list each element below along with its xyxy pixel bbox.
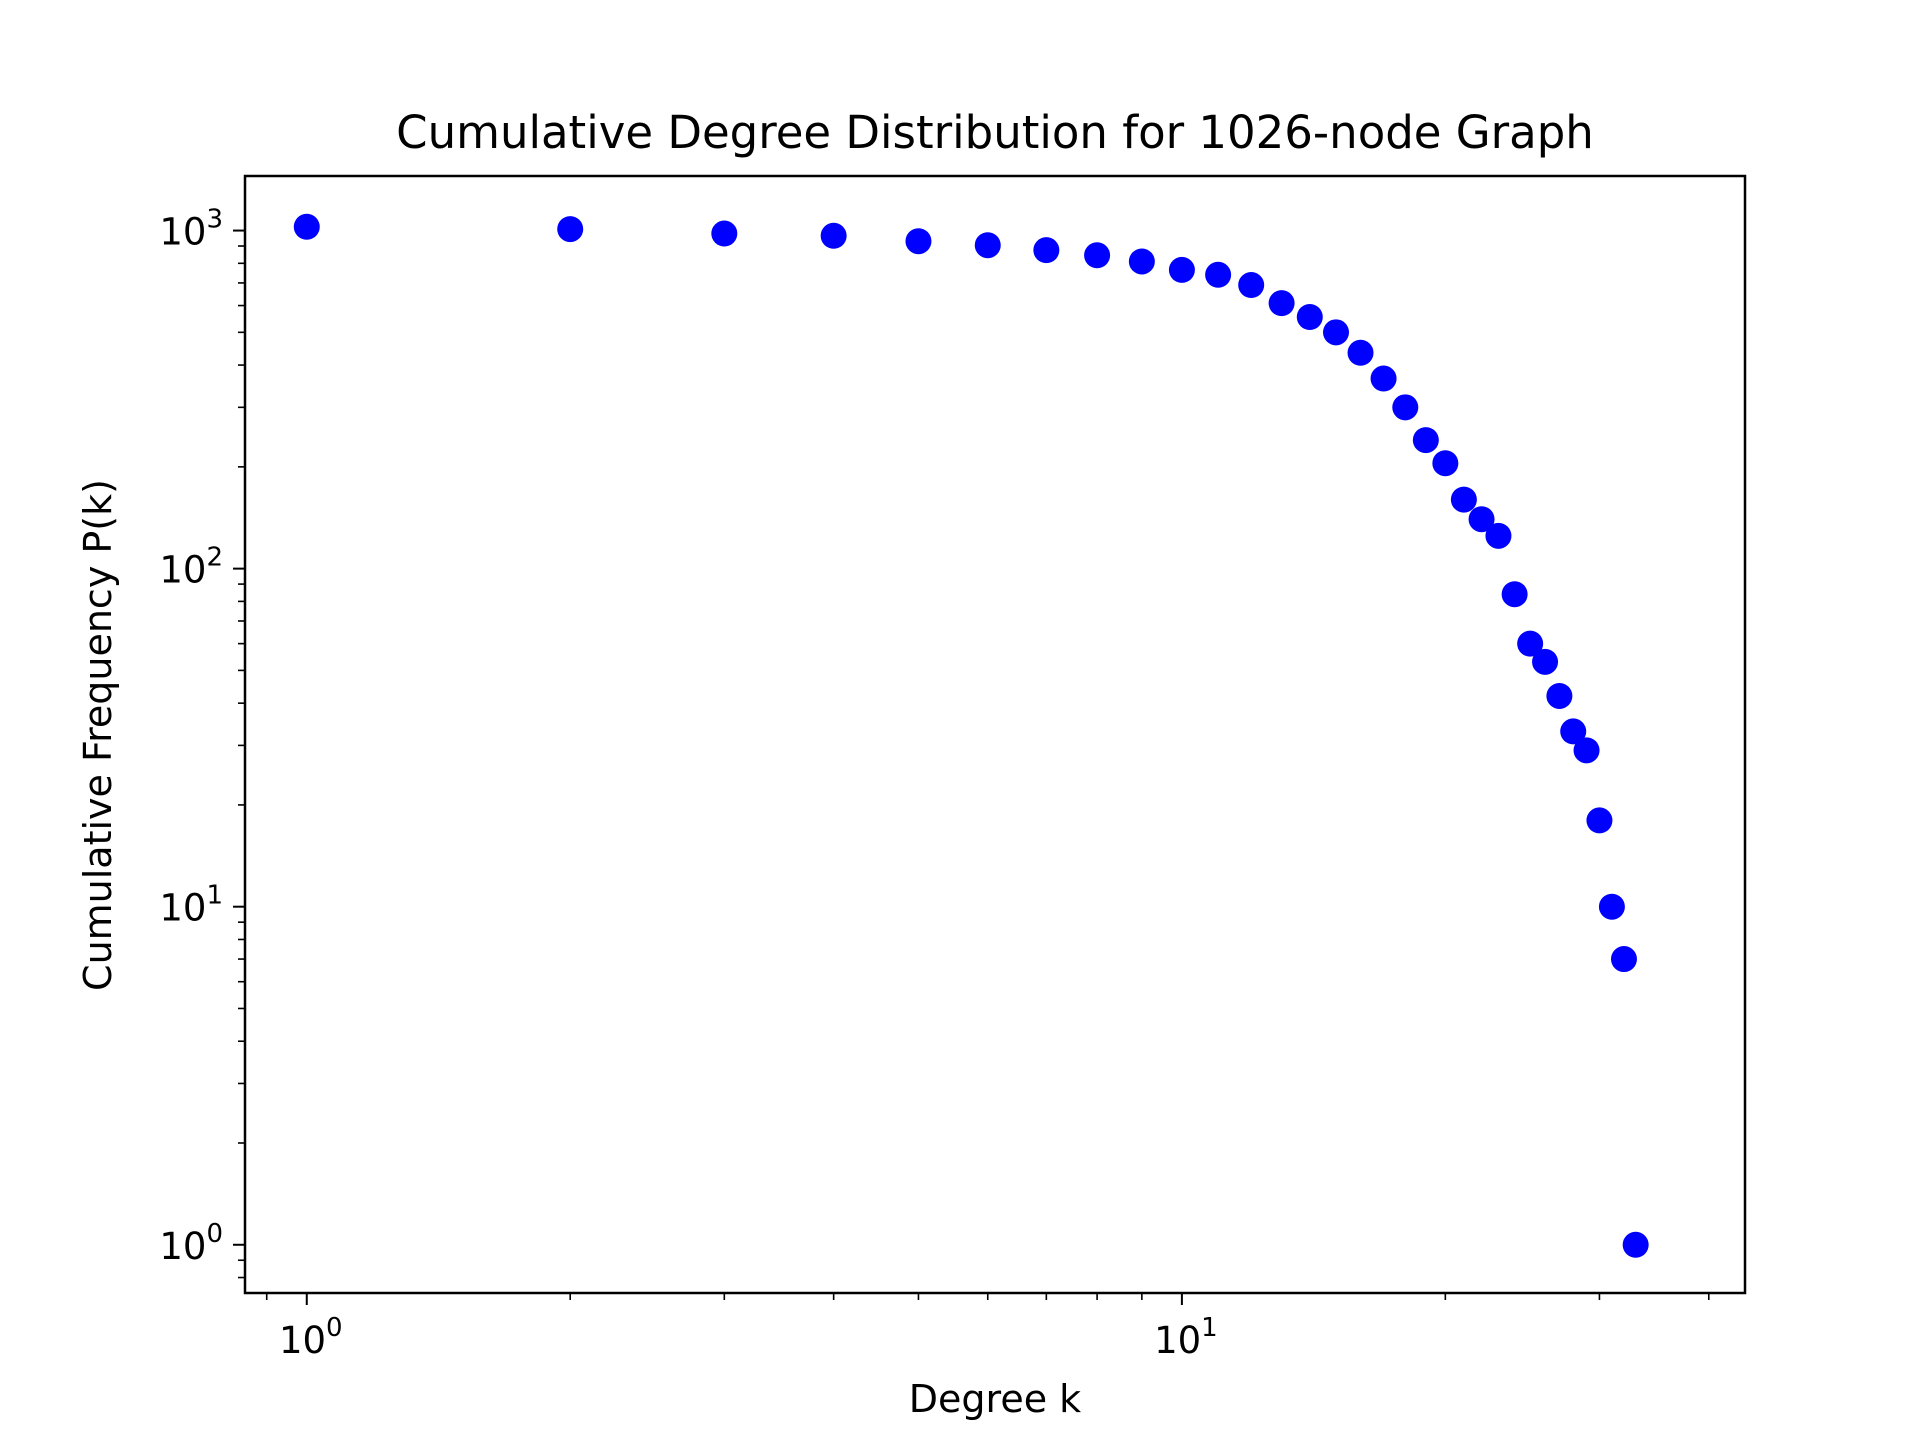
data-point-9 [1168, 256, 1195, 283]
data-point-28 [1573, 737, 1600, 764]
data-point-30 [1598, 893, 1625, 920]
data-point-0 [293, 213, 320, 240]
tick-label-y-1: 101 [159, 881, 223, 930]
data-point-8 [1128, 248, 1155, 275]
data-point-4 [905, 228, 932, 255]
plot-area-frame [243, 174, 1747, 1295]
data-point-6 [1033, 237, 1060, 264]
data-point-16 [1370, 365, 1397, 392]
data-point-31 [1610, 946, 1637, 973]
tick-label-y-3: 103 [159, 205, 223, 254]
data-point-14 [1323, 319, 1349, 346]
data-point-13 [1296, 304, 1323, 330]
data-point-3 [820, 222, 847, 249]
data-point-23 [1501, 581, 1528, 608]
data-point-1 [557, 216, 584, 243]
data-point-12 [1268, 290, 1295, 317]
data-point-27 [1560, 718, 1587, 745]
y-axis-label: Cumulative Frequency P(k) [76, 479, 120, 991]
data-points [293, 213, 1649, 1258]
tick-label-x-0: 100 [279, 1313, 343, 1362]
data-point-24 [1517, 630, 1544, 657]
tick-label-x-1: 101 [1154, 1313, 1218, 1362]
x-axis-label: Degree k [909, 1377, 1081, 1421]
data-point-18 [1412, 427, 1439, 454]
chart-title: Cumulative Degree Distribution for 1026-… [396, 106, 1594, 159]
data-point-21 [1468, 506, 1495, 533]
data-point-26 [1546, 682, 1573, 709]
data-point-25 [1532, 648, 1559, 675]
data-point-22 [1485, 522, 1512, 549]
data-point-5 [974, 232, 1001, 259]
data-point-29 [1586, 807, 1613, 834]
data-point-32 [1622, 1231, 1649, 1258]
data-point-17 [1392, 394, 1419, 421]
data-point-11 [1238, 272, 1265, 299]
y-major-ticks: 100 101 102 103 [159, 205, 245, 1268]
data-point-2 [711, 220, 738, 247]
data-point-19 [1432, 450, 1459, 477]
tick-label-y-2: 102 [159, 543, 223, 592]
tick-label-y-0: 100 [159, 1219, 223, 1268]
data-point-15 [1347, 339, 1374, 366]
x-major-ticks: 100 101 [279, 1293, 1218, 1362]
data-point-10 [1205, 261, 1232, 288]
data-point-7 [1084, 242, 1111, 269]
data-point-20 [1450, 486, 1477, 513]
